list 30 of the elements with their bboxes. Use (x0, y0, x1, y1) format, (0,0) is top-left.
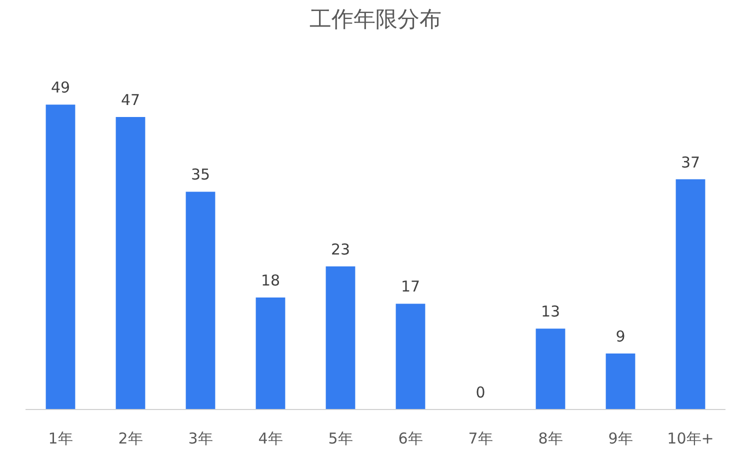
x-tick-label: 8年 (538, 430, 563, 448)
bar (326, 266, 356, 410)
bar (116, 117, 146, 410)
x-tick-label: 2年 (118, 430, 143, 448)
x-tick-label: 1年 (48, 430, 73, 448)
bar (396, 304, 426, 410)
bar (536, 328, 566, 410)
data-label: 13 (540, 302, 560, 321)
chart-title: 工作年限分布 (310, 8, 442, 32)
bar (256, 297, 286, 410)
bar (186, 192, 216, 410)
x-tick-label: 3年 (188, 430, 213, 448)
x-tick-label: 6年 (398, 430, 423, 448)
data-label: 17 (400, 278, 420, 296)
data-label: 18 (260, 271, 280, 290)
bar (676, 179, 706, 410)
x-tick-label: 4年 (258, 430, 283, 448)
data-label: 49 (50, 78, 70, 97)
data-label: 0 (476, 384, 486, 402)
bar (46, 104, 76, 410)
data-label: 9 (616, 327, 626, 346)
bar (606, 353, 636, 410)
x-tick-label: 9年 (608, 430, 633, 448)
data-label: 37 (680, 153, 700, 172)
x-tick-label: 10年+ (667, 430, 714, 448)
data-label: 23 (330, 240, 350, 258)
data-label: 47 (120, 91, 140, 110)
data-label: 35 (190, 166, 210, 184)
x-tick-label: 5年 (328, 430, 353, 448)
x-tick-label: 7年 (468, 430, 493, 448)
